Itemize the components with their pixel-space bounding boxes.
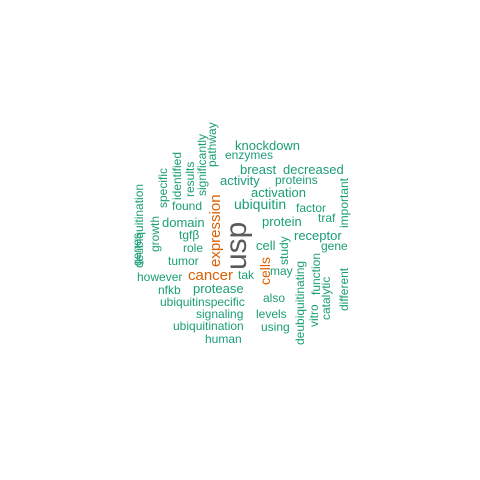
word-however: however	[137, 270, 183, 284]
word-identified: identified	[170, 151, 184, 200]
word-levels: levels	[256, 307, 287, 321]
word-protease: protease	[193, 281, 244, 296]
word-study: study	[277, 236, 291, 265]
word-ubiquitin: ubiquitin	[234, 196, 287, 212]
word-proteins: proteins	[275, 173, 318, 187]
word-catalytic: catalytic	[319, 276, 333, 320]
word-important: important	[337, 177, 351, 228]
word-deubiquitinating: deubiquitinating	[293, 260, 307, 345]
word-gene: gene	[321, 239, 348, 253]
word-role: role	[183, 241, 204, 255]
word-expression: expression	[207, 194, 224, 267]
word-tumor: tumor	[168, 254, 199, 268]
word-activation: activation	[251, 185, 306, 200]
word-breast: breast	[240, 162, 277, 177]
word-traf: traf	[318, 211, 336, 225]
word-domain: domain	[162, 215, 205, 230]
word-growth: growth	[148, 215, 162, 252]
word-receptor: receptor	[294, 228, 342, 243]
word-found: found	[172, 199, 203, 213]
word-decreased: decreased	[283, 162, 344, 177]
word-cancer: cancer	[188, 267, 234, 284]
word-nfkb: nfkb	[158, 283, 181, 297]
word-factor: factor	[296, 201, 327, 215]
word-different: different	[337, 267, 351, 311]
word-tak: tak	[238, 268, 255, 282]
word-knockdown: knockdown	[235, 138, 301, 153]
word-may: may	[270, 264, 293, 278]
word-genes: genes	[130, 233, 144, 266]
word-using: using	[261, 320, 290, 334]
word-enzymes: enzymes	[225, 148, 274, 162]
word-tgfb: tgfβ	[179, 228, 200, 242]
word-also: also	[263, 291, 286, 305]
word-activity: activity	[220, 173, 260, 188]
word-pathway: pathway	[205, 122, 219, 167]
word-usp: usp	[220, 221, 253, 270]
word-cell: cell	[256, 238, 276, 253]
word-specific: specific	[156, 167, 170, 208]
word-ubiquitination: ubiquitination	[173, 319, 244, 333]
word-cells: cells	[257, 256, 273, 285]
word-human: human	[205, 332, 242, 346]
word-signaling: signaling	[196, 307, 244, 321]
word-protein: protein	[262, 214, 302, 229]
word-ubiquitinspecific: ubiquitinspecific	[160, 295, 245, 309]
